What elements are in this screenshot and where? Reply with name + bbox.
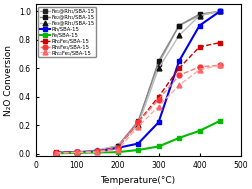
Fe₁@Rh₁/SBA-15 xyxy=(75,151,78,153)
Fe/SBA-15 xyxy=(75,152,78,154)
Line: Fe₁@Rh₁/SBA-15: Fe₁@Rh₁/SBA-15 xyxy=(54,9,223,155)
Fe/SBA-15 xyxy=(137,149,140,151)
Rh₁₁Fe₁/SBA-15 xyxy=(137,125,140,128)
Fe₃@Rh₁/SBA-15 xyxy=(198,14,201,17)
Fe₁@Rh₁/SBA-15 xyxy=(198,14,201,17)
Fe/SBA-15 xyxy=(96,151,99,154)
Rh₁₁Fe₁/SBA-15 xyxy=(218,64,222,67)
Rh₁Fe₁/SBA-15 xyxy=(157,95,160,98)
Line: Rh₁₁Fe₁/SBA-15: Rh₁₁Fe₁/SBA-15 xyxy=(54,63,223,156)
Rh₅Fe₁/SBA-15 xyxy=(218,64,222,67)
Line: Rh₅Fe₁/SBA-15: Rh₅Fe₁/SBA-15 xyxy=(54,63,223,155)
Rh₁Fe₁/SBA-15 xyxy=(218,41,222,44)
Rh₁Fe₁/SBA-15 xyxy=(198,46,201,48)
Fe₂@Rh₁/SBA-15 xyxy=(75,151,78,153)
Fe₃@Rh₁/SBA-15 xyxy=(55,152,58,154)
Fe₁@Rh₁/SBA-15 xyxy=(218,10,222,12)
Fe₁@Rh₁/SBA-15 xyxy=(116,145,119,148)
Fe/SBA-15 xyxy=(218,120,222,122)
Fe₁@Rh₁/SBA-15 xyxy=(157,63,160,65)
Rh₁₁Fe₁/SBA-15 xyxy=(55,152,58,154)
Rh/SBA-15 xyxy=(75,151,78,153)
Rh₁₁Fe₁/SBA-15 xyxy=(178,84,181,86)
Fe₁@Rh₁/SBA-15 xyxy=(55,152,58,154)
Line: Rh₁Fe₁/SBA-15: Rh₁Fe₁/SBA-15 xyxy=(54,40,223,155)
Fe₂@Rh₁/SBA-15 xyxy=(218,10,222,12)
Rh₁₁Fe₁/SBA-15 xyxy=(75,151,78,154)
Rh₁₁Fe₁/SBA-15 xyxy=(116,149,119,151)
Fe₃@Rh₁/SBA-15 xyxy=(75,151,78,153)
Rh₁Fe₁/SBA-15 xyxy=(116,147,119,149)
Fe₁@Rh₁/SBA-15 xyxy=(178,24,181,27)
Fe₁@Rh₁/SBA-15 xyxy=(96,149,99,152)
Rh/SBA-15 xyxy=(218,10,222,12)
Fe₂@Rh₁/SBA-15 xyxy=(55,152,58,154)
Rh₁Fe₁/SBA-15 xyxy=(96,150,99,153)
Y-axis label: N₂O Conversion: N₂O Conversion xyxy=(4,45,13,116)
Rh₅Fe₁/SBA-15 xyxy=(198,66,201,68)
Fe/SBA-15 xyxy=(198,130,201,132)
Fe/SBA-15 xyxy=(157,145,160,148)
Line: Fe/SBA-15: Fe/SBA-15 xyxy=(54,119,223,156)
Fe₂@Rh₁/SBA-15 xyxy=(198,13,201,15)
Rh/SBA-15 xyxy=(96,150,99,153)
Fe₁@Rh₁/SBA-15 xyxy=(137,120,140,122)
Rh₅Fe₁/SBA-15 xyxy=(55,152,58,154)
Fe₂@Rh₁/SBA-15 xyxy=(137,121,140,123)
Rh₁Fe₁/SBA-15 xyxy=(55,151,58,153)
Rh₅Fe₁/SBA-15 xyxy=(96,150,99,153)
Fe₃@Rh₁/SBA-15 xyxy=(178,34,181,37)
Fe/SBA-15 xyxy=(178,137,181,139)
Fe₂@Rh₁/SBA-15 xyxy=(178,24,181,27)
Rh₅Fe₁/SBA-15 xyxy=(75,151,78,153)
Legend: Fe₁@Rh₁/SBA-15, Fe₂@Rh₁/SBA-15, Fe₃@Rh₁/SBA-15, Rh/SBA-15, Fe/SBA-15, Rh₁Fe₁/SBA: Fe₁@Rh₁/SBA-15, Fe₂@Rh₁/SBA-15, Fe₃@Rh₁/… xyxy=(38,7,96,57)
Fe₂@Rh₁/SBA-15 xyxy=(116,145,119,147)
Rh/SBA-15 xyxy=(55,152,58,154)
Line: Fe₃@Rh₁/SBA-15: Fe₃@Rh₁/SBA-15 xyxy=(54,9,223,155)
Rh₁Fe₁/SBA-15 xyxy=(137,121,140,123)
Fe₂@Rh₁/SBA-15 xyxy=(96,149,99,152)
Rh₁₁Fe₁/SBA-15 xyxy=(96,151,99,153)
Rh₁₁Fe₁/SBA-15 xyxy=(198,68,201,71)
Fe/SBA-15 xyxy=(116,151,119,153)
Rh/SBA-15 xyxy=(178,60,181,62)
Line: Fe₂@Rh₁/SBA-15: Fe₂@Rh₁/SBA-15 xyxy=(54,9,223,155)
Fe₃@Rh₁/SBA-15 xyxy=(116,145,119,147)
Rh/SBA-15 xyxy=(157,121,160,123)
Fe₃@Rh₁/SBA-15 xyxy=(137,124,140,126)
Rh₅Fe₁/SBA-15 xyxy=(137,121,140,123)
Fe₃@Rh₁/SBA-15 xyxy=(218,10,222,12)
Rh₁Fe₁/SBA-15 xyxy=(178,67,181,69)
Rh₅Fe₁/SBA-15 xyxy=(116,147,119,149)
Fe/SBA-15 xyxy=(55,152,58,154)
Rh/SBA-15 xyxy=(137,143,140,145)
Rh₅Fe₁/SBA-15 xyxy=(178,74,181,76)
Rh₅Fe₁/SBA-15 xyxy=(157,98,160,101)
Fe₃@Rh₁/SBA-15 xyxy=(96,149,99,151)
X-axis label: Temperature(°C): Temperature(°C) xyxy=(101,176,176,185)
Rh/SBA-15 xyxy=(116,147,119,149)
Fe₂@Rh₁/SBA-15 xyxy=(157,60,160,62)
Rh₁Fe₁/SBA-15 xyxy=(75,151,78,153)
Fe₃@Rh₁/SBA-15 xyxy=(157,67,160,69)
Rh/SBA-15 xyxy=(198,24,201,27)
Rh₁₁Fe₁/SBA-15 xyxy=(157,105,160,108)
Line: Rh/SBA-15: Rh/SBA-15 xyxy=(54,9,223,155)
